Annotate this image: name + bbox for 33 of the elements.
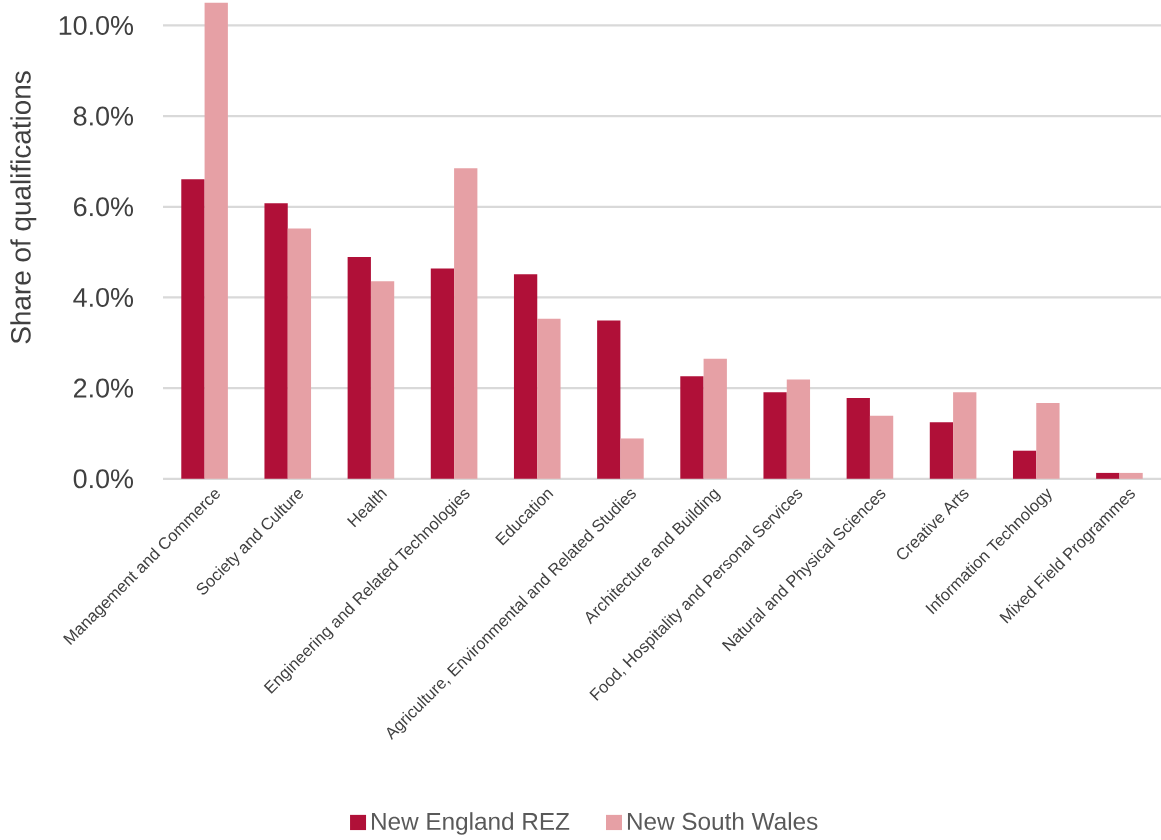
bar (204, 2, 228, 479)
y-axis-title: Share of qualifications (10, 71, 37, 344)
bar (680, 376, 704, 479)
bar (620, 438, 644, 479)
legend-label: New South Wales (627, 812, 818, 831)
bar (513, 274, 538, 479)
bar (869, 415, 894, 479)
bar (347, 257, 371, 479)
y-tick-label: 10.0% (59, 15, 133, 35)
y-tick-label: 4.0% (73, 287, 134, 307)
bar (181, 179, 205, 479)
bar (1119, 472, 1143, 479)
bar (430, 268, 455, 479)
y-tick-label: 8.0% (73, 106, 134, 126)
bar (1012, 450, 1037, 479)
bar (929, 422, 954, 479)
bar (703, 358, 727, 479)
y-tick-label: 6.0% (74, 197, 134, 217)
bar (370, 281, 395, 479)
bar (763, 392, 787, 479)
y-tick-label: 2.0% (73, 378, 134, 398)
y-tick-label: 0.0% (73, 469, 134, 489)
bar (537, 318, 561, 479)
bar (287, 228, 312, 479)
bar (1096, 472, 1120, 479)
bar (953, 392, 977, 479)
bar (786, 379, 811, 479)
bar (597, 320, 621, 479)
bar (264, 203, 288, 479)
bar (1036, 403, 1060, 479)
legend-label: New England REZ (372, 812, 570, 835)
bar (846, 398, 870, 479)
bar (454, 168, 478, 479)
